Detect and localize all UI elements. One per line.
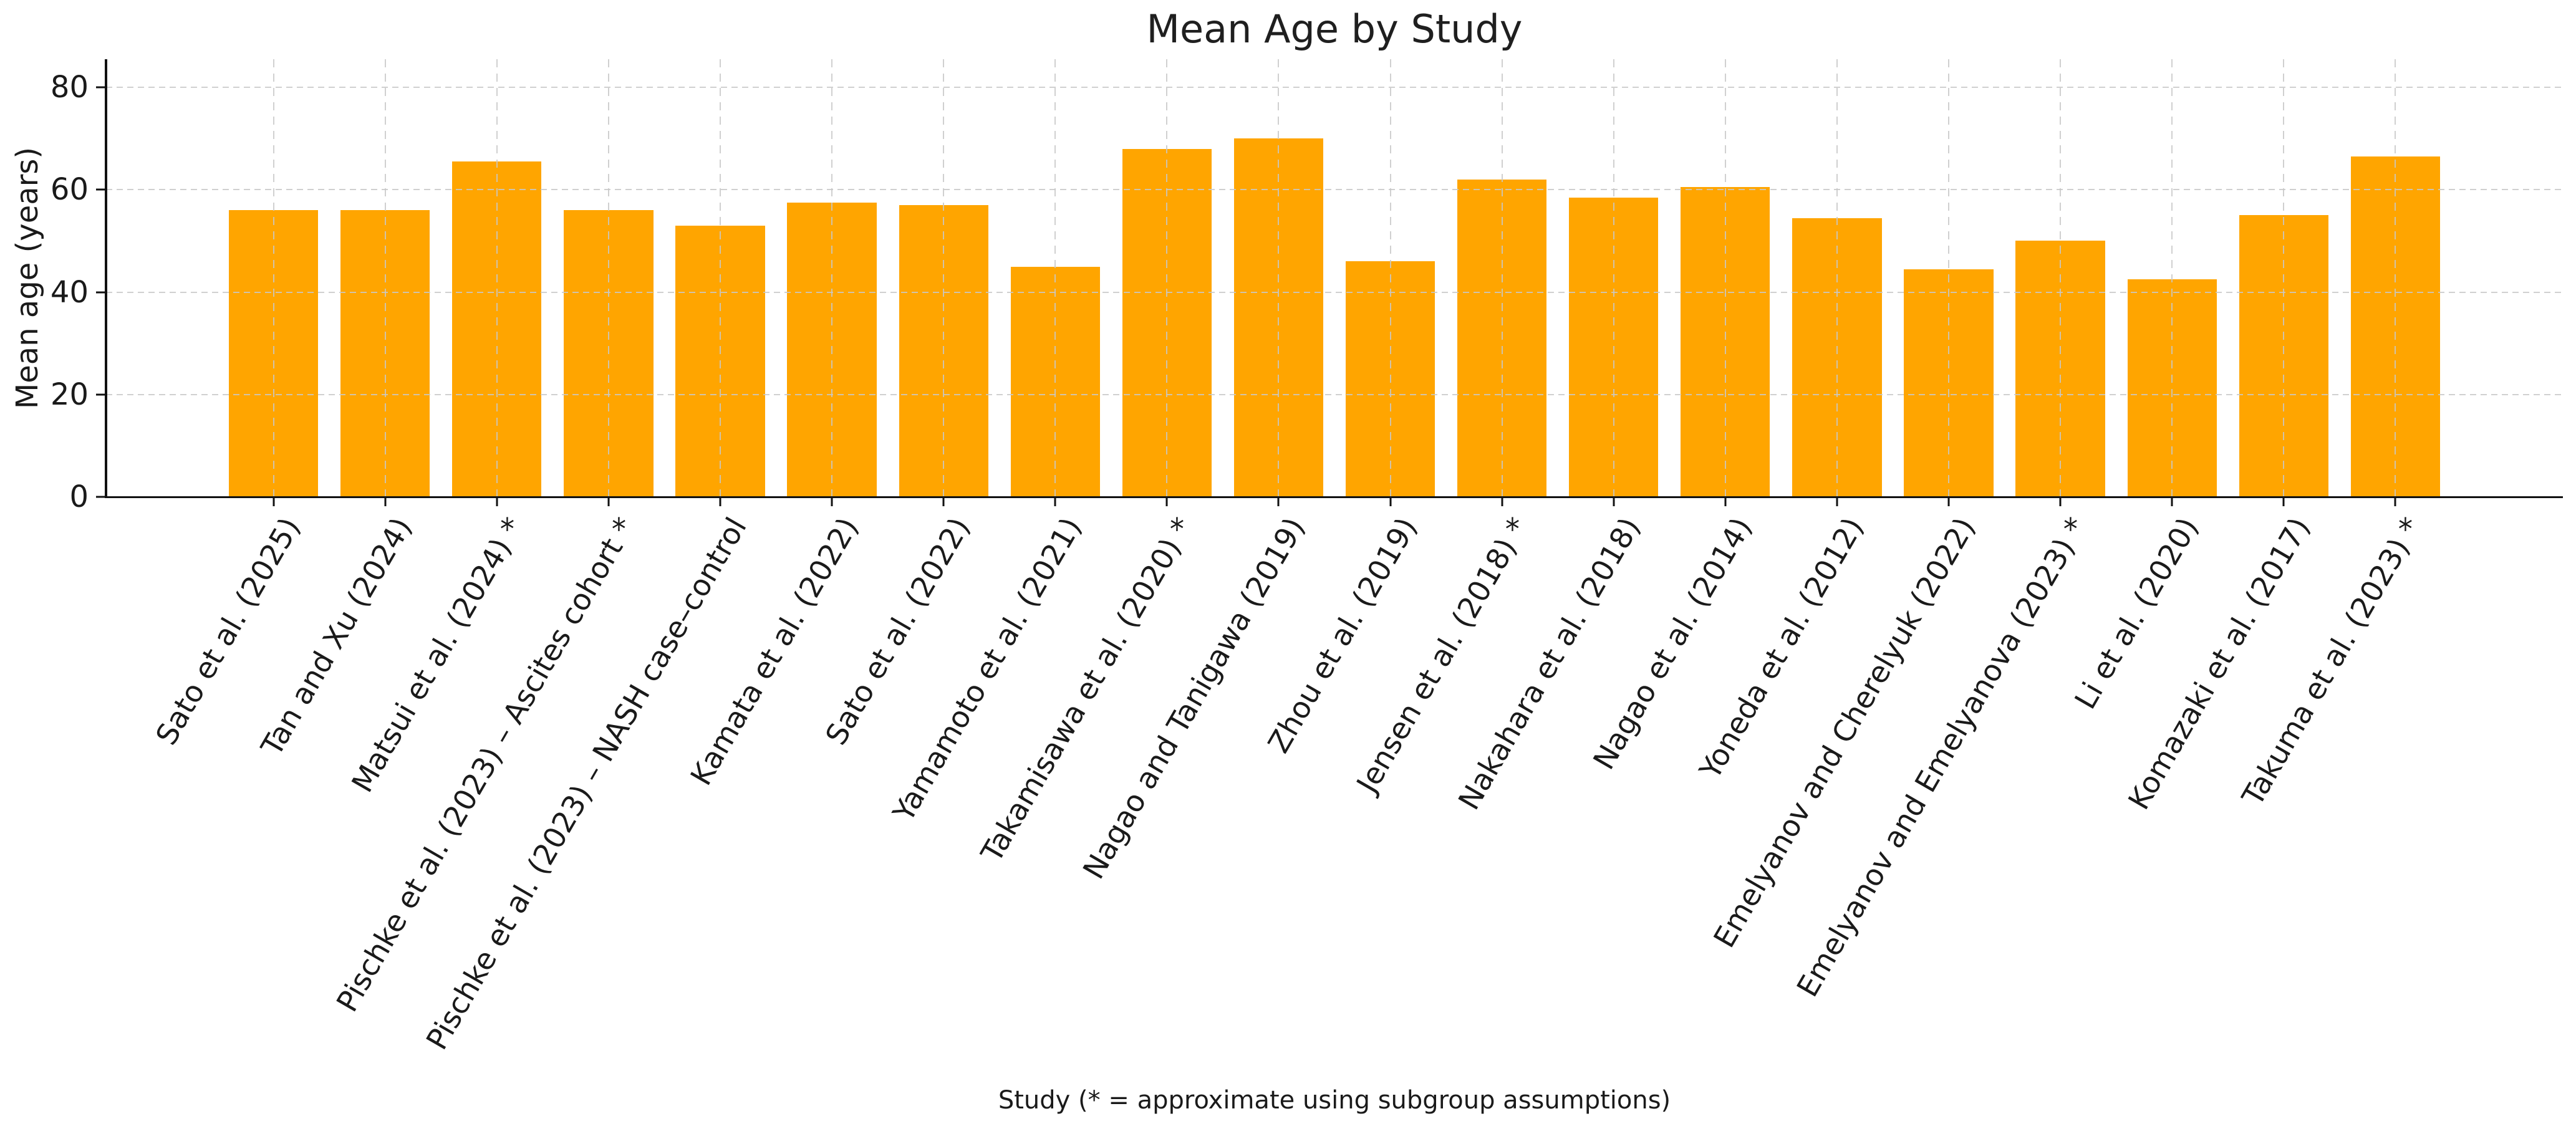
x-tick-8 xyxy=(1165,497,1168,506)
x-tick-14 xyxy=(1836,497,1838,506)
v-gridline-10 xyxy=(1389,59,1391,497)
x-tick-4 xyxy=(719,497,721,506)
plot-area: 0 20 40 60 80 Sato et al. (2025) Tan and Xu (2… xyxy=(51,59,2563,1055)
x-axis-label: Study (* = approximate using subgroup as… xyxy=(998,1086,1671,1115)
v-gridline-9 xyxy=(1278,59,1280,497)
y-tick-40 xyxy=(96,291,105,294)
y-axis-spine xyxy=(105,59,107,498)
x-tick-5 xyxy=(831,497,833,506)
x-tick-16 xyxy=(2059,497,2062,506)
v-gridline-4 xyxy=(720,59,721,497)
y-axis-label: Mean age (years) xyxy=(10,147,45,410)
x-tick-1 xyxy=(384,497,387,506)
x-tick-12 xyxy=(1613,497,1615,506)
v-gridline-0 xyxy=(273,59,274,497)
x-tick-15 xyxy=(1947,497,1950,506)
y-tick-label-40: 40 xyxy=(50,274,89,310)
v-gridline-13 xyxy=(1724,59,1726,497)
y-tick-label-80: 80 xyxy=(50,70,89,105)
x-axis-spine xyxy=(105,496,2563,498)
v-gridline-8 xyxy=(1166,59,1168,497)
y-tick-80 xyxy=(96,86,105,89)
v-gridline-14 xyxy=(1836,59,1838,497)
v-gridline-12 xyxy=(1613,59,1614,497)
v-gridline-1 xyxy=(384,59,386,497)
x-tick-9 xyxy=(1277,497,1280,506)
h-gridline-40 xyxy=(106,291,2563,293)
x-tick-0 xyxy=(273,497,275,506)
v-gridline-15 xyxy=(1948,59,1949,497)
x-tick-13 xyxy=(1724,497,1727,506)
v-gridline-6 xyxy=(943,59,945,497)
v-gridline-5 xyxy=(831,59,833,497)
x-tick-label-0: Sato et al. (2025) xyxy=(149,512,307,751)
v-gridline-19 xyxy=(2395,59,2396,497)
v-gridline-18 xyxy=(2283,59,2285,497)
v-gridline-7 xyxy=(1054,59,1056,497)
chart-title: Mean Age by Study xyxy=(1146,6,1523,52)
h-gridline-80 xyxy=(106,87,2563,89)
v-gridline-2 xyxy=(496,59,498,497)
v-gridline-16 xyxy=(2060,59,2062,497)
x-tick-3 xyxy=(607,497,610,506)
y-tick-0 xyxy=(96,496,105,498)
x-tick-17 xyxy=(2171,497,2173,506)
x-tick-11 xyxy=(1501,497,1503,506)
y-tick-label-20: 20 xyxy=(50,377,89,412)
y-tick-60 xyxy=(96,188,105,191)
x-tick-2 xyxy=(496,497,498,506)
x-tick-18 xyxy=(2282,497,2285,506)
x-tick-7 xyxy=(1054,497,1056,506)
x-tick-19 xyxy=(2394,497,2396,506)
y-tick-20 xyxy=(96,393,105,396)
v-gridline-3 xyxy=(607,59,609,497)
h-gridline-20 xyxy=(106,393,2563,395)
y-tick-label-60: 60 xyxy=(50,172,89,208)
y-tick-label-0: 0 xyxy=(69,479,89,514)
x-tick-10 xyxy=(1389,497,1392,506)
v-gridline-11 xyxy=(1501,59,1503,497)
v-gridline-17 xyxy=(2171,59,2173,497)
h-gridline-60 xyxy=(106,189,2563,191)
x-tick-6 xyxy=(942,497,945,506)
